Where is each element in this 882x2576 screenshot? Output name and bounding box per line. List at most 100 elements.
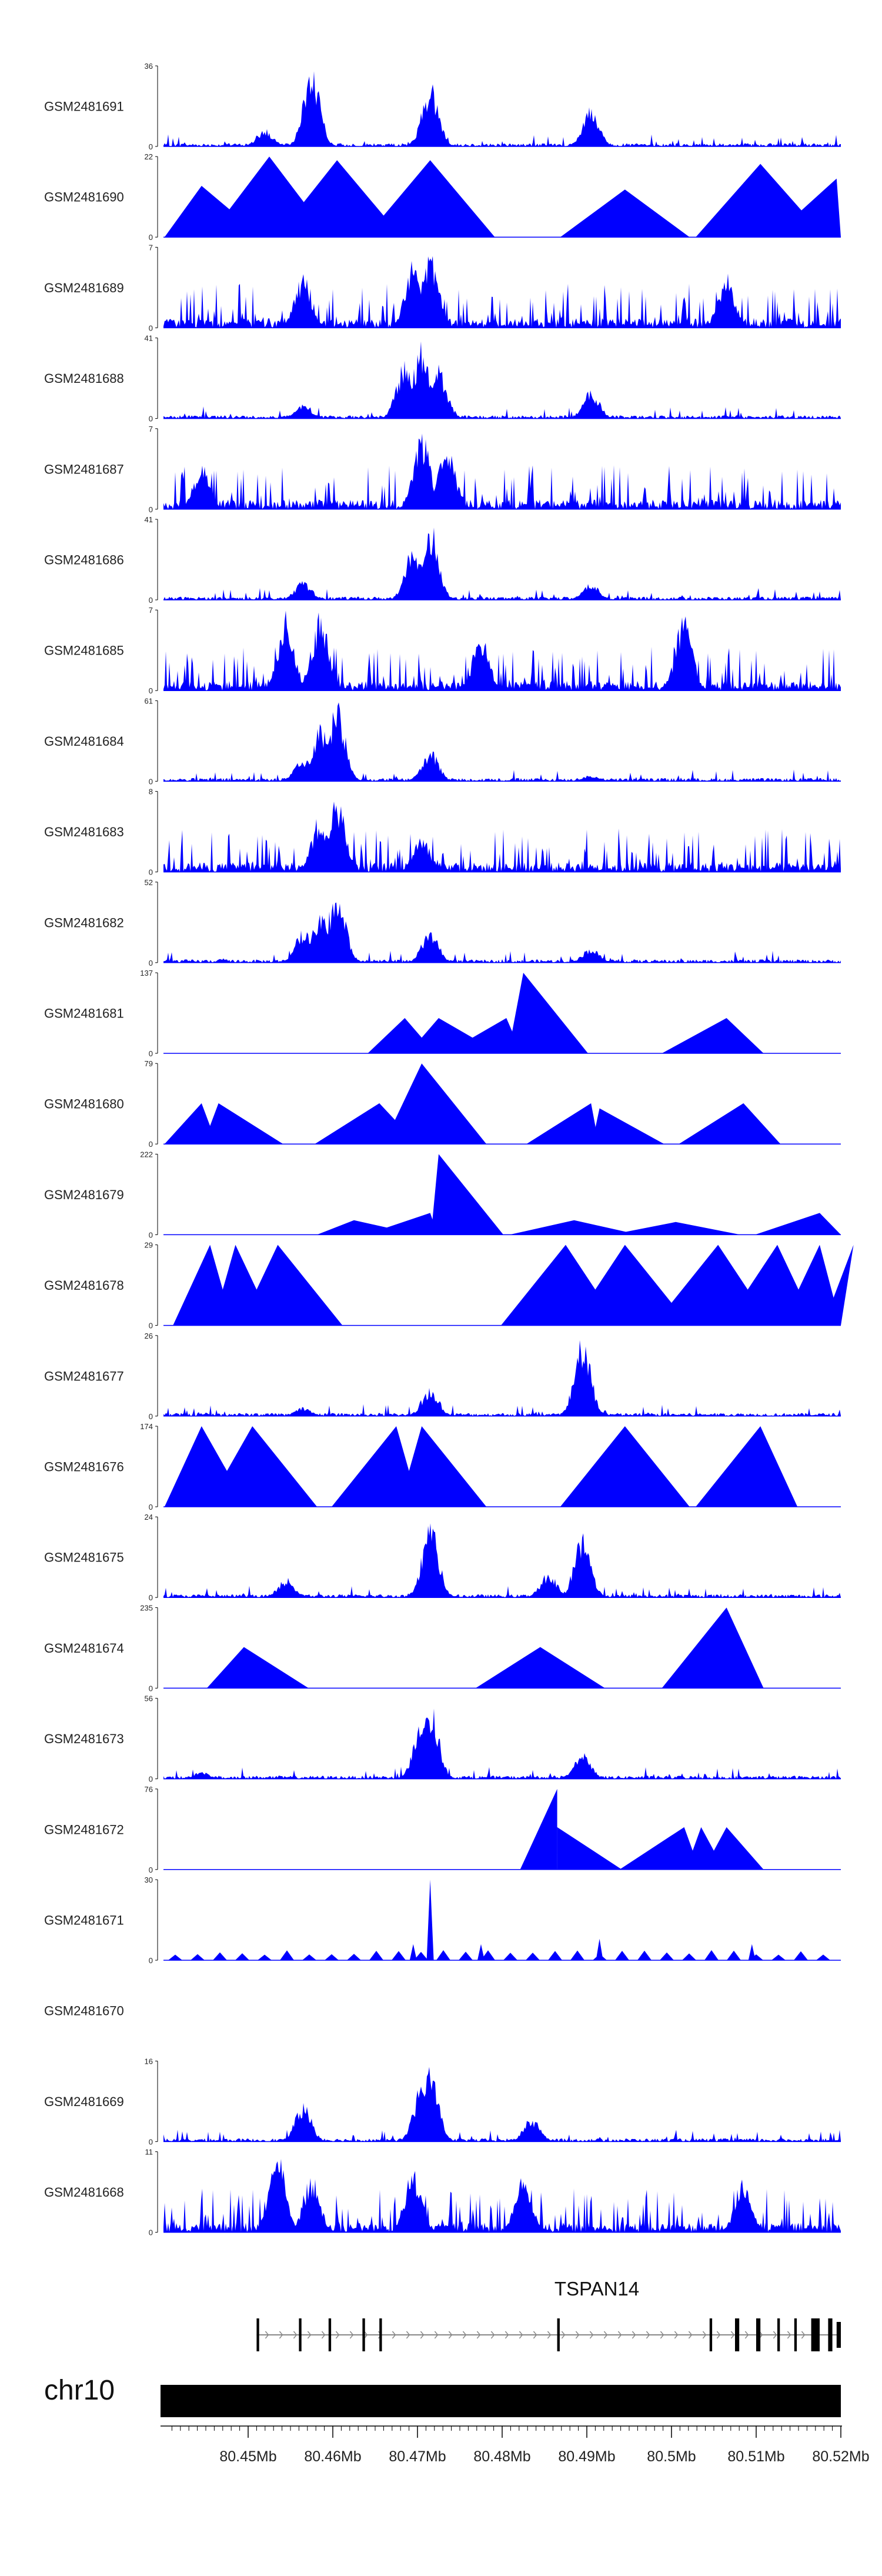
strand-arrow-icon	[744, 2331, 749, 2339]
gene-label: TSPAN14	[554, 2278, 639, 2300]
signal-area	[163, 527, 841, 600]
y-min-label: 0	[149, 323, 153, 332]
track-label: GSM2481678	[44, 1278, 124, 1293]
y-min-label: 0	[149, 505, 153, 514]
track-label: GSM2481669	[44, 2094, 124, 2109]
track-label: GSM2481674	[44, 1641, 124, 1656]
track-label: GSM2481686	[44, 553, 124, 568]
strand-arrow-icon	[533, 2331, 537, 2339]
strand-arrow-icon	[505, 2331, 509, 2339]
track-label: GSM2481668	[44, 2185, 124, 2200]
gene-exon	[777, 2318, 780, 2351]
y-max-label: 7	[149, 425, 153, 433]
signal-peak	[557, 1827, 622, 1870]
signal-peak	[475, 1647, 605, 1689]
track-label: GSM2481684	[44, 734, 124, 749]
track-label: GSM2481683	[44, 825, 124, 839]
genome-axis-track: chr10 80.45Mb 80.46Mb 80.47Mb 80.48Mb 80.49M…	[44, 2375, 870, 2465]
strand-arrow-icon	[603, 2331, 608, 2339]
signal-peak	[399, 1426, 487, 1507]
gene-exon	[836, 2322, 841, 2348]
signal-peak	[727, 1950, 741, 1960]
strand-arrow-icon	[688, 2331, 693, 2339]
signal-peak	[477, 1944, 485, 1960]
strand-arrow-icon	[335, 2331, 340, 2339]
strand-arrow-icon	[265, 2331, 269, 2339]
signal-peak	[168, 1954, 182, 1960]
track-GSM2481682: GSM2481682 52 0	[44, 878, 841, 967]
signal-peak	[615, 1951, 629, 1960]
strand-arrow-icon	[561, 2331, 566, 2339]
track-GSM2481686: GSM2481686 41 0	[44, 515, 841, 605]
gene-exon	[794, 2318, 797, 2351]
signal-peak	[596, 1938, 603, 1960]
strand-arrow-icon	[589, 2331, 594, 2339]
gene-exon	[811, 2318, 820, 2351]
signal-peak	[347, 1954, 361, 1960]
track-GSM2481670: GSM2481670	[44, 2004, 124, 2018]
strand-arrow-icon	[490, 2331, 495, 2339]
signal-peak	[503, 1953, 517, 1960]
y-max-label: 41	[145, 515, 153, 524]
signal-peak	[280, 1950, 294, 1960]
track-GSM2481671: GSM2481671 30 0	[44, 1876, 841, 1965]
strand-arrow-icon	[674, 2331, 679, 2339]
y-max-label: 24	[145, 1513, 153, 1521]
strand-arrow-icon	[773, 2331, 777, 2339]
y-max-label: 29	[145, 1241, 153, 1250]
y-max-label: 11	[145, 2148, 153, 2157]
track-label: GSM2481690	[44, 190, 124, 205]
strand-arrow-icon	[617, 2331, 622, 2339]
track-label: GSM2481689	[44, 281, 124, 295]
signal-peak	[414, 1951, 428, 1960]
track-GSM2481678: GSM2481678 29 0	[44, 1241, 854, 1330]
track-label: GSM2481685	[44, 643, 124, 658]
signal-area	[163, 902, 841, 963]
track-GSM2481679: GSM2481679 222 0	[44, 1150, 841, 1239]
y-max-label: 16	[145, 2057, 153, 2066]
signal-peak	[526, 1953, 540, 1960]
y-min-label: 0	[149, 1866, 153, 1874]
y-max-label: 36	[145, 62, 153, 71]
y-max-label: 30	[145, 1876, 153, 1884]
signal-peak	[426, 1880, 434, 1960]
track-GSM2481680: GSM2481680 79 0	[44, 1059, 841, 1149]
signal-area	[163, 71, 841, 146]
y-min-label: 0	[149, 596, 153, 605]
signal-peak	[509, 1220, 639, 1235]
y-min-label: 0	[149, 1412, 153, 1421]
gene-exon	[709, 2318, 713, 2351]
y-min-label: 0	[149, 2137, 153, 2146]
signal-peak	[660, 1952, 674, 1960]
track-label: GSM2481680	[44, 1097, 124, 1112]
gene-exon	[299, 2318, 302, 2351]
y-min-label: 0	[149, 686, 153, 695]
track-GSM2481691: GSM2481691 36 0	[44, 62, 841, 151]
signal-area	[163, 702, 841, 782]
signal-peak	[679, 1103, 781, 1144]
track-label: GSM2481672	[44, 1822, 124, 1837]
signal-peak	[383, 1063, 487, 1144]
y-max-label: 7	[149, 243, 153, 252]
signal-peak	[332, 1426, 419, 1507]
track-label: GSM2481688	[44, 371, 124, 386]
signal-peak	[191, 1954, 205, 1960]
gene-exon	[362, 2318, 365, 2351]
signal-peak	[662, 1607, 764, 1689]
strand-arrow-icon	[448, 2331, 453, 2339]
signal-area	[163, 433, 841, 509]
signal-peak	[592, 1108, 664, 1144]
signal-peak	[560, 189, 690, 238]
chromosome-bar	[161, 2385, 841, 2417]
strand-arrow-icon	[801, 2331, 806, 2339]
gene-exon	[557, 2318, 560, 2351]
gene-exon	[735, 2318, 740, 2351]
signal-peak	[619, 1827, 700, 1870]
signal-peak	[258, 1954, 272, 1960]
signal-area	[163, 2158, 841, 2233]
strand-arrow-icon	[279, 2331, 283, 2339]
signal-peak	[704, 1950, 719, 1960]
signal-peak	[560, 1426, 690, 1507]
strand-arrow-icon	[547, 2331, 552, 2339]
